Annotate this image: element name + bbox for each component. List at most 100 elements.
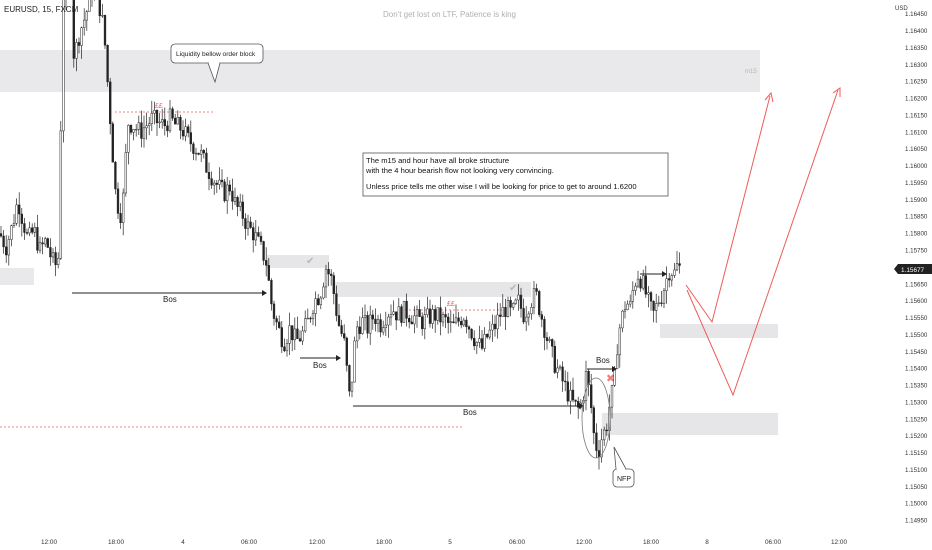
candles: [0, 0, 681, 470]
candle-up: [314, 298, 317, 314]
candle-up: [158, 121, 161, 124]
candle-down: [23, 223, 26, 233]
candle-down: [519, 294, 523, 309]
x-tick-label: 12:00: [309, 539, 325, 546]
candle-up: [634, 285, 637, 291]
candle-up: [132, 129, 135, 133]
candle-down: [280, 327, 283, 348]
candle-down: [129, 125, 133, 133]
right-zone-2: [602, 413, 778, 435]
candle-up: [254, 232, 257, 241]
candle-down: [595, 432, 598, 451]
candle-down: [592, 407, 595, 434]
candle-up: [631, 290, 634, 302]
candle-up: [384, 324, 387, 328]
candle-down: [366, 315, 369, 334]
symbol-title[interactable]: EURUSD, 15, FXCM: [4, 5, 79, 14]
candle-up: [62, 0, 65, 132]
bos-label-2: Bos: [313, 361, 327, 370]
candle-up: [512, 303, 515, 308]
candle-down: [119, 213, 122, 223]
candle-down: [106, 44, 109, 83]
candle-up: [361, 317, 364, 334]
candle-down: [296, 328, 299, 339]
candle-down: [564, 380, 567, 383]
m15-zone-label: m15: [745, 69, 757, 75]
candle-up: [629, 301, 632, 305]
candle-down: [262, 241, 265, 261]
candle-down: [103, 15, 107, 46]
candle-up: [491, 323, 494, 331]
candle-down: [605, 429, 608, 432]
x-tick-label: 18:00: [108, 539, 124, 546]
right-zone-1: [660, 324, 778, 338]
candle-up: [431, 309, 434, 324]
candle-down: [410, 321, 413, 325]
candle-up: [436, 307, 439, 321]
candle-down: [345, 337, 348, 366]
y-tick-label: 1.14950: [905, 518, 928, 525]
candle-up: [527, 313, 530, 318]
time-axis[interactable]: 12:00 18:00 4 06:00 12:00 18:00 5 06:00 12:00 18:…: [41, 539, 847, 546]
x-tick-label: 5: [448, 539, 452, 546]
candle-up: [85, 11, 88, 21]
candle-up: [621, 310, 624, 329]
bos-label-4: Bos: [596, 356, 610, 365]
candle-down: [379, 319, 382, 333]
candle-up: [623, 309, 627, 312]
candle-up: [28, 227, 31, 234]
candle-up: [655, 303, 658, 311]
candle-up: [363, 315, 367, 319]
projection-path-2: [686, 87, 841, 397]
candle-up: [301, 330, 304, 342]
x-tick-label: 18:00: [376, 539, 392, 546]
y-tick-label: 1.15200: [905, 433, 928, 440]
nfp-callout-text: NFP: [617, 476, 631, 483]
candle-down: [267, 265, 270, 281]
candle-up: [665, 278, 668, 291]
candle-up: [38, 242, 42, 251]
candle-down: [241, 201, 244, 219]
candle-up: [218, 179, 221, 185]
candle-down: [566, 381, 569, 402]
candle-up: [194, 152, 198, 155]
candle-down: [236, 197, 239, 207]
equal-highs-label-2: ££: [447, 301, 455, 308]
y-tick-label: 1.15500: [905, 332, 928, 339]
candle-down: [187, 126, 190, 133]
candle-up: [135, 129, 138, 131]
candle-down: [166, 125, 169, 132]
candle-up: [59, 130, 62, 259]
candle-down: [223, 181, 226, 202]
candle-up: [603, 429, 606, 441]
candle-up: [506, 300, 510, 318]
candle-down: [220, 179, 224, 183]
candle-up: [584, 370, 588, 401]
candle-down: [140, 122, 143, 139]
candle-down: [155, 109, 159, 124]
candle-up: [304, 318, 307, 332]
equal-highs-label-1: ££: [155, 103, 163, 110]
bos-arrow-3: [353, 403, 584, 409]
candle-up: [478, 338, 481, 343]
y-tick-label: 1.16150: [905, 112, 928, 119]
candle-down: [231, 190, 234, 202]
candle-up: [475, 342, 478, 347]
candle-down: [538, 291, 541, 315]
candle-up: [449, 321, 452, 323]
candle-down: [31, 227, 34, 233]
candle-up: [626, 303, 629, 310]
candle-up: [142, 127, 146, 139]
candle-up: [356, 326, 359, 342]
nfp-callout: [612, 446, 635, 488]
y-tick-label: 1.16400: [905, 28, 928, 35]
note-line-2: with the 4 hour bearish flow not looking…: [365, 166, 554, 175]
candle-down: [421, 316, 424, 330]
candle-up: [636, 278, 640, 287]
liquidity-callout: [170, 43, 264, 84]
candle-down: [270, 280, 273, 305]
candle-down: [197, 152, 200, 155]
candle-down: [317, 298, 320, 305]
candle-down: [116, 188, 120, 214]
